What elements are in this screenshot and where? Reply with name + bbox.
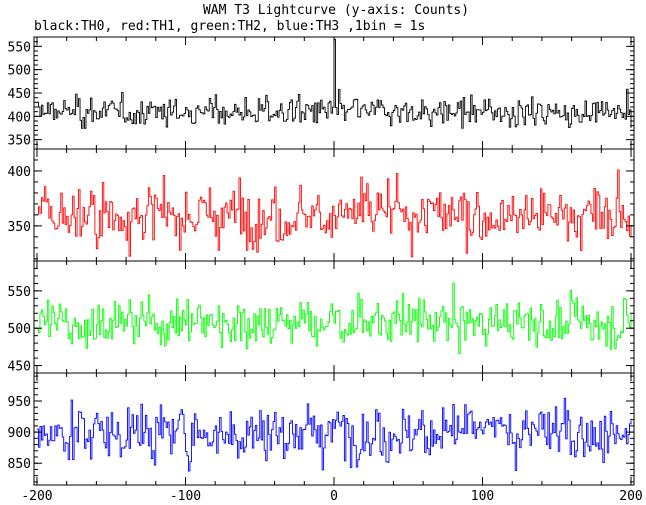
panel-frame [33, 372, 635, 486]
y-tick-label: 350 [8, 220, 31, 235]
y-tick-label: 500 [8, 322, 31, 337]
y-tick-label: 400 [8, 165, 31, 180]
x-axis: -200 -100 0 100 200 [21, 489, 642, 504]
y-tick-label: 850 [8, 457, 31, 472]
x-tick-label: 200 [619, 489, 642, 504]
y-tick-label: 450 [8, 87, 31, 102]
y-tick-label: 450 [8, 360, 31, 375]
series-line [36, 282, 632, 355]
panel-3: 850 900 950 [8, 372, 635, 486]
panels: 350 400 450 500 550 350 400 450 500 550 850 900 950 [8, 36, 635, 486]
chart-subtitle: black:TH0, red:TH1, green:TH2, blue:TH3 … [34, 19, 425, 34]
panel-1: 350 400 [8, 148, 635, 262]
x-tick-label: 0 [330, 489, 338, 504]
chart-title: WAM T3 Lightcurve (y-axis: Counts) [203, 3, 469, 18]
y-tick-label: 950 [8, 395, 31, 410]
panel-0: 350 400 450 500 550 [8, 36, 635, 150]
panel-frame [33, 148, 635, 262]
y-tick-label: 900 [8, 426, 31, 441]
x-tick-label: -100 [170, 489, 201, 504]
x-tick-label: 100 [471, 489, 494, 504]
y-tick-label: 400 [8, 110, 31, 125]
y-tick-label: 350 [8, 134, 31, 149]
y-tick-label: 550 [8, 285, 31, 300]
series-line [36, 169, 632, 258]
series-line [36, 397, 632, 472]
y-tick-label: 500 [8, 64, 31, 79]
panel-2: 450 500 550 [8, 260, 635, 375]
series-line [36, 38, 632, 129]
y-tick-label: 550 [8, 40, 31, 55]
x-tick-label: -200 [21, 489, 52, 504]
